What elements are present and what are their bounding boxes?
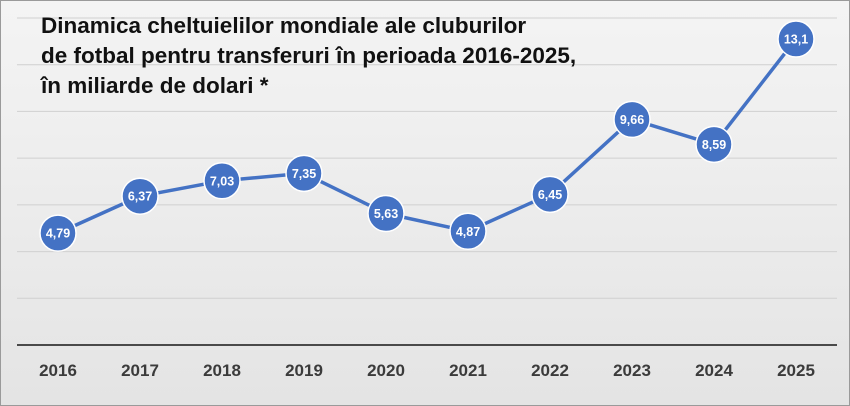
x-tick-label: 2025 bbox=[777, 361, 815, 380]
data-point bbox=[367, 194, 405, 233]
chart-title: Dinamica cheltuielilor mondiale ale club… bbox=[41, 11, 576, 101]
data-label: 4,87 bbox=[456, 225, 480, 239]
data-point bbox=[285, 154, 323, 193]
data-label: 4,79 bbox=[46, 227, 70, 241]
data-label: 6,37 bbox=[128, 190, 152, 204]
data-point bbox=[121, 177, 159, 215]
data-label: 13,1 bbox=[784, 33, 808, 47]
data-point bbox=[613, 100, 651, 139]
x-tick-label: 2019 bbox=[285, 361, 323, 380]
data-label: 7,03 bbox=[210, 174, 234, 188]
chart-title-line-3: în miliarde de dolari * bbox=[41, 73, 269, 98]
x-tick-label: 2016 bbox=[39, 361, 77, 380]
data-point bbox=[777, 20, 815, 58]
data-label: 7,35 bbox=[292, 167, 316, 181]
chart-title-line-2: de fotbal pentru transferuri în perioada… bbox=[41, 43, 577, 68]
data-point bbox=[695, 125, 733, 164]
x-tick-label: 2021 bbox=[449, 361, 487, 380]
data-label: 5,63 bbox=[374, 207, 398, 221]
x-tick-label: 2023 bbox=[613, 361, 651, 380]
data-point bbox=[531, 175, 569, 214]
x-tick-label: 2024 bbox=[695, 361, 733, 380]
series-line bbox=[57, 37, 798, 235]
x-tick-label: 2018 bbox=[203, 361, 241, 380]
x-tick-label: 2022 bbox=[531, 361, 569, 380]
x-tick-label: 2020 bbox=[367, 361, 405, 380]
data-label: 9,66 bbox=[620, 113, 644, 127]
data-point bbox=[39, 214, 77, 252]
data-point bbox=[203, 162, 241, 200]
data-label: 8,59 bbox=[702, 138, 726, 152]
chart-title-line-1: Dinamica cheltuielilor mondiale ale club… bbox=[41, 13, 527, 38]
data-point bbox=[449, 212, 487, 251]
data-label: 6,45 bbox=[538, 188, 562, 202]
x-tick-label: 2017 bbox=[121, 361, 159, 380]
